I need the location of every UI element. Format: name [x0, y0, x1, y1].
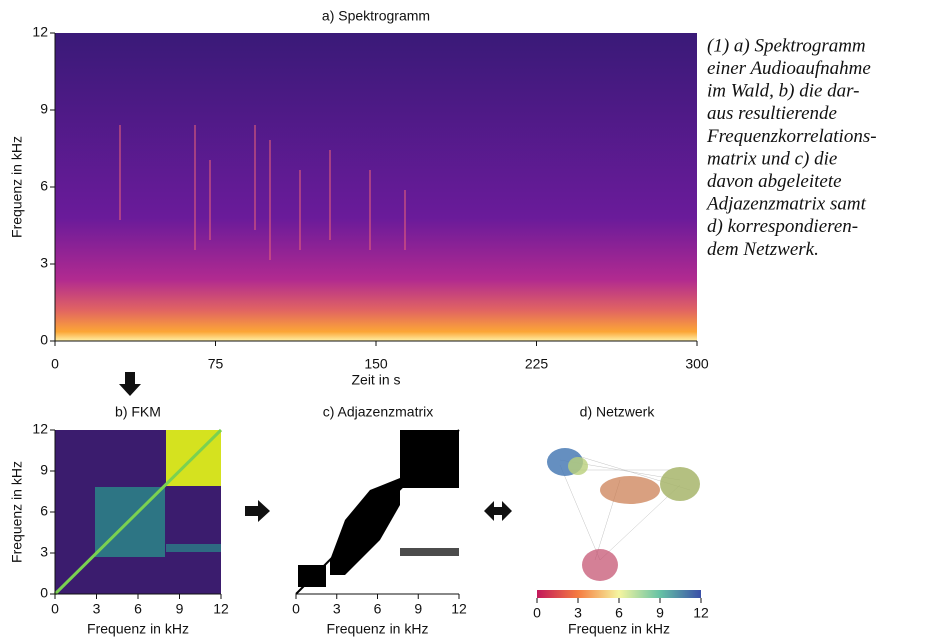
caption-line: einer Audioaufnahme [707, 58, 871, 79]
caption-line: Adjazenzmatrix samt [705, 194, 867, 215]
y-tick-label: 6 [40, 178, 48, 194]
adjacency-block [400, 548, 459, 556]
figure: a) Spektrogramm075150225300Zeit in s0369… [0, 0, 926, 641]
y-axis-label: Frequenz in kHz [9, 136, 25, 238]
caption-line: davon abgeleitete [707, 171, 842, 192]
x-tick-label: 6 [615, 605, 623, 621]
panel-title: d) Netzwerk [580, 404, 656, 420]
x-axis-label: Zeit in s [351, 372, 400, 388]
y-tick-label: 9 [40, 462, 48, 478]
x-tick-label: 3 [574, 605, 582, 621]
x-tick-label: 6 [374, 601, 382, 617]
panel-title: b) FKM [115, 404, 161, 420]
x-tick-label: 75 [208, 356, 224, 372]
x-tick-label: 12 [693, 605, 709, 621]
caption-line: Frequenzkorrelations- [706, 126, 877, 147]
y-tick-label: 6 [40, 503, 48, 519]
x-tick-label: 12 [451, 601, 467, 617]
x-tick-label: 300 [685, 356, 709, 372]
x-axis-label: Frequenz in kHz [87, 621, 189, 637]
y-tick-label: 0 [40, 585, 48, 601]
x-axis-label: Frequenz in kHz [568, 621, 670, 637]
y-tick-label: 9 [40, 101, 48, 117]
x-tick-label: 9 [176, 601, 184, 617]
fkm-block [166, 544, 221, 552]
caption-line: im Wald, b) die dar- [707, 81, 860, 102]
panel-title: a) Spektrogramm [322, 8, 430, 24]
x-tick-label: 9 [656, 605, 664, 621]
x-tick-label: 225 [525, 356, 549, 372]
x-tick-label: 9 [414, 601, 422, 617]
arrow-down [119, 372, 141, 396]
x-tick-label: 0 [292, 601, 300, 617]
y-tick-label: 0 [40, 332, 48, 348]
caption-line: (1) a) Spektrogramm [707, 35, 866, 56]
y-tick-label: 3 [40, 255, 48, 271]
colorbar [537, 590, 701, 598]
x-tick-label: 0 [51, 356, 59, 372]
x-tick-label: 3 [333, 601, 341, 617]
x-tick-label: 0 [51, 601, 59, 617]
arrow-double [484, 501, 512, 521]
x-tick-label: 150 [364, 356, 388, 372]
spectrogram [55, 33, 697, 341]
y-tick-label: 12 [32, 421, 48, 437]
x-tick-label: 12 [213, 601, 229, 617]
y-tick-label: 3 [40, 544, 48, 560]
arrow-right [245, 500, 270, 522]
panel-title: c) Adjazenzmatrix [323, 404, 433, 420]
y-tick-label: 12 [32, 24, 48, 40]
x-tick-label: 6 [134, 601, 142, 617]
network [547, 448, 700, 581]
x-axis-label: Frequenz in kHz [327, 621, 429, 637]
caption-line: matrix und c) die [707, 148, 837, 169]
y-axis-label: Frequenz in kHz [9, 461, 25, 563]
x-tick-label: 3 [93, 601, 101, 617]
caption-line: aus resultierende [707, 103, 837, 124]
caption-line: dem Netzwerk. [707, 239, 819, 260]
caption-line: d) korrespondieren- [707, 216, 858, 237]
x-tick-label: 0 [533, 605, 541, 621]
